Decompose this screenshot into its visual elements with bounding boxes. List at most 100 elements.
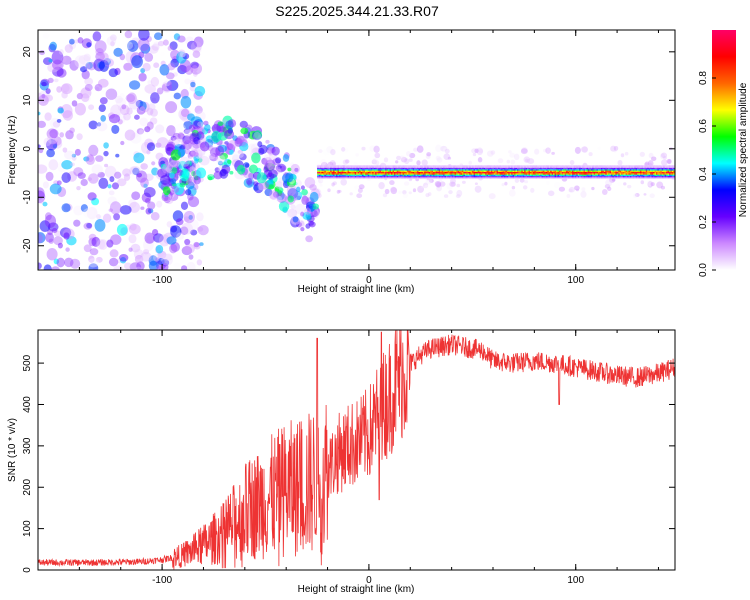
heatmap-cell: [404, 158, 410, 165]
heatmap-cell: [563, 165, 565, 168]
heatmap-cell: [330, 169, 332, 172]
heatmap-cell: [404, 169, 406, 172]
heatmap-cell: [200, 142, 206, 148]
heatmap-cell: [385, 170, 387, 174]
heatmap-cell: [199, 141, 210, 152]
heatmap-cell: [61, 55, 72, 65]
heatmap-cell: [598, 170, 600, 174]
heatmap-cell: [231, 150, 240, 161]
heatmap-cell: [169, 159, 180, 169]
heatmap-cell: [146, 142, 156, 151]
heatmap-cell: [606, 173, 609, 177]
heatmap-cell: [564, 165, 567, 168]
heatmap-cell: [357, 173, 360, 177]
heatmap-cell: [580, 169, 583, 172]
heatmap-cell: [612, 170, 615, 174]
heatmap-cell: [83, 222, 93, 230]
snr-ylabel: SNR (10 * v/v): [7, 418, 18, 482]
heatmap-cell: [560, 166, 562, 170]
heatmap-cell: [63, 232, 70, 240]
heatmap-cell: [395, 170, 397, 174]
heatmap-cell: [197, 224, 209, 236]
heatmap-cell: [148, 45, 159, 54]
heatmap-cell: [357, 166, 360, 170]
heatmap-cell: [91, 236, 101, 247]
heatmap-cell: [138, 129, 144, 135]
heatmap-cell: [421, 176, 423, 179]
heatmap-cell: [586, 170, 589, 174]
heatmap-cell: [577, 165, 580, 168]
heatmap-cell: [317, 173, 319, 177]
heatmap-cell: [431, 173, 434, 177]
heatmap-cell: [482, 176, 484, 179]
heatmap-cell: [327, 173, 329, 177]
heatmap-cell: [540, 165, 542, 168]
heatmap-cell: [632, 176, 635, 179]
heatmap-cell: [389, 166, 392, 170]
heatmap-cell: [421, 173, 423, 177]
heatmap-cell: [181, 222, 193, 235]
heatmap-cell: [629, 169, 632, 172]
heatmap-cell: [150, 92, 160, 104]
heatmap-cell: [470, 176, 473, 179]
heatmap-cell: [634, 165, 636, 168]
heatmap-cell: [543, 166, 545, 170]
heatmap-cell: [105, 88, 118, 100]
heatmap-cell: [641, 169, 644, 172]
heatmap-cell: [196, 212, 204, 222]
heatmap-cell: [69, 60, 79, 71]
heatmap-cell: [561, 165, 564, 168]
heatmap-cell: [420, 169, 422, 172]
heatmap-cell: [298, 220, 305, 227]
heatmap-cell: [559, 169, 561, 172]
heatmap-cell: [354, 170, 357, 174]
heatmap-cell: [329, 160, 336, 167]
heatmap-cell: [553, 173, 555, 177]
heatmap-cell: [168, 139, 174, 145]
heatmap-cell: [588, 152, 593, 157]
heatmap-cell: [424, 170, 426, 174]
heatmap-cell: [71, 100, 78, 107]
heatmap-cell: [331, 149, 335, 154]
heatmap-cell: [323, 148, 330, 156]
heatmap-cell: [91, 197, 100, 206]
heatmap-cell: [553, 169, 555, 172]
heatmap-cell: [192, 71, 198, 77]
heatmap-cell: [496, 176, 499, 179]
heatmap-cell: [524, 166, 526, 170]
heatmap-cell: [88, 120, 98, 130]
heatmap-cell: [628, 176, 631, 179]
heatmap-cell: [664, 176, 667, 179]
heatmap-cell: [505, 173, 507, 177]
heatmap-cell: [605, 179, 613, 187]
heatmap-cell: [100, 115, 107, 122]
heatmap-cell: [530, 176, 532, 179]
heatmap-cell: [76, 92, 84, 100]
heatmap-cell: [346, 173, 348, 177]
heatmap-cell: [411, 170, 413, 174]
heatmap-cell: [645, 173, 648, 177]
heatmap-cell: [557, 165, 560, 168]
heatmap-cell: [193, 242, 201, 250]
heatmap-cell: [254, 130, 262, 139]
heatmap-cell: [98, 239, 108, 250]
heatmap-cell: [456, 165, 458, 168]
heatmap-cell: [353, 170, 355, 174]
heatmap-cell: [331, 169, 334, 172]
heatmap-cell: [418, 170, 421, 174]
heatmap-cell: [515, 166, 518, 170]
heatmap-cell: [190, 149, 199, 157]
heatmap-cell: [614, 173, 616, 177]
heatmap-cell: [108, 68, 118, 78]
heatmap-cell: [580, 166, 583, 170]
heatmap-cell: [153, 253, 160, 262]
heatmap-cell: [640, 165, 642, 168]
heatmap-cell: [38, 144, 41, 149]
heatmap-cell: [263, 166, 270, 173]
heatmap-cell: [509, 152, 516, 158]
heatmap-cell: [595, 173, 597, 177]
heatmap-cell: [356, 176, 358, 179]
heatmap-cell: [333, 173, 335, 177]
heatmap-cell: [140, 177, 149, 188]
heatmap-cell: [551, 176, 554, 179]
